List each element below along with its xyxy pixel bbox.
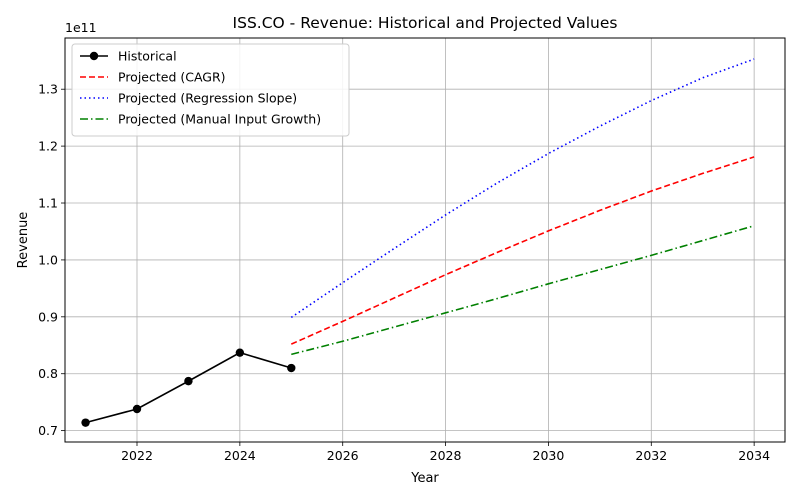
plot-series: [81, 58, 755, 427]
legend-marker: [89, 51, 99, 61]
x-axis-ticks: 2022 2024 2026 2028 2030 2032 2034: [121, 442, 770, 463]
series-line-3: [291, 225, 755, 356]
legend: Historical Projected (CAGR) Projected (Reg…: [71, 43, 350, 137]
series-point-0: [235, 348, 245, 357]
y-tick-label: 1.1: [38, 196, 58, 211]
legend-entry: Projected (Manual Input Growth): [118, 112, 321, 127]
y-tick-label: 0.8: [38, 366, 58, 381]
x-tick-label: 2034: [738, 448, 770, 463]
legend-entry: Historical: [118, 49, 177, 64]
series-point-0: [132, 404, 142, 414]
x-tick-label: 2024: [224, 448, 256, 463]
y-tick-label: 1.3: [38, 82, 58, 97]
series-line-1: [290, 156, 755, 345]
y-tick-label: 1.0: [38, 252, 58, 267]
series-point-0: [287, 363, 296, 373]
x-axis-label: Year: [410, 471, 439, 486]
series-line-2: [290, 58, 755, 319]
legend-entry: Projected (Regression Slope): [118, 91, 297, 106]
plot-frame: [64, 37, 786, 443]
grid: [65, 38, 785, 442]
x-tick-label: 2026: [327, 448, 359, 463]
y-tick-label: 1.2: [38, 139, 58, 154]
legend-entry: Projected (CAGR): [118, 70, 226, 85]
y-axis-offset-label: 1e11: [65, 20, 97, 35]
x-tick-label: 2030: [533, 448, 565, 463]
y-axis-label: Revenue: [16, 212, 31, 269]
y-tick-label: 0.9: [38, 309, 58, 324]
x-tick-label: 2032: [635, 448, 667, 463]
x-tick-label: 2028: [430, 448, 462, 463]
legend-box: [71, 43, 350, 137]
y-axis-ticks: 0.7 0.8 0.9 1.0 1.1 1.2 1.3: [38, 82, 65, 438]
x-tick-label: 2022: [121, 448, 153, 463]
chart-title: ISS.CO - Revenue: Historical and Project…: [233, 14, 618, 32]
series-point-0: [184, 376, 193, 386]
series-point-0: [81, 418, 90, 427]
series-line-0: [85, 351, 292, 424]
y-tick-label: 0.7: [38, 423, 58, 438]
